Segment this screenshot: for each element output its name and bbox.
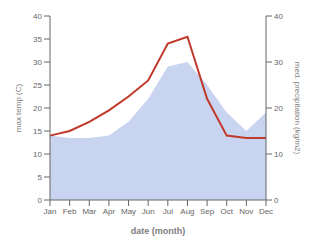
svg-text:max temp (C): max temp (C): [14, 83, 23, 132]
svg-text:20: 20: [274, 104, 283, 113]
svg-text:Oct: Oct: [221, 207, 234, 216]
svg-text:med. precipitation (kg/m2): med. precipitation (kg/m2): [293, 62, 302, 155]
svg-text:15: 15: [33, 127, 42, 136]
svg-text:Mar: Mar: [82, 207, 96, 216]
svg-text:5: 5: [38, 173, 43, 182]
svg-text:10: 10: [274, 150, 283, 159]
svg-text:Apr: Apr: [103, 207, 116, 216]
svg-text:40: 40: [274, 12, 283, 21]
svg-text:20: 20: [33, 104, 42, 113]
svg-text:Jan: Jan: [44, 207, 57, 216]
svg-text:May: May: [121, 207, 136, 216]
svg-text:Sep: Sep: [200, 207, 215, 216]
svg-text:30: 30: [274, 58, 283, 67]
svg-text:0: 0: [274, 196, 279, 205]
svg-text:Dec: Dec: [259, 207, 273, 216]
svg-text:Feb: Feb: [63, 207, 77, 216]
svg-text:Jun: Jun: [142, 207, 155, 216]
svg-text:date (month): date (month): [131, 226, 186, 236]
svg-text:40: 40: [33, 12, 42, 21]
svg-text:35: 35: [33, 35, 42, 44]
svg-text:30: 30: [33, 58, 42, 67]
svg-text:10: 10: [33, 150, 42, 159]
svg-text:25: 25: [33, 81, 42, 90]
svg-text:Jul: Jul: [163, 207, 173, 216]
svg-text:0: 0: [38, 196, 43, 205]
svg-text:Nov: Nov: [239, 207, 253, 216]
svg-text:Aug: Aug: [180, 207, 194, 216]
